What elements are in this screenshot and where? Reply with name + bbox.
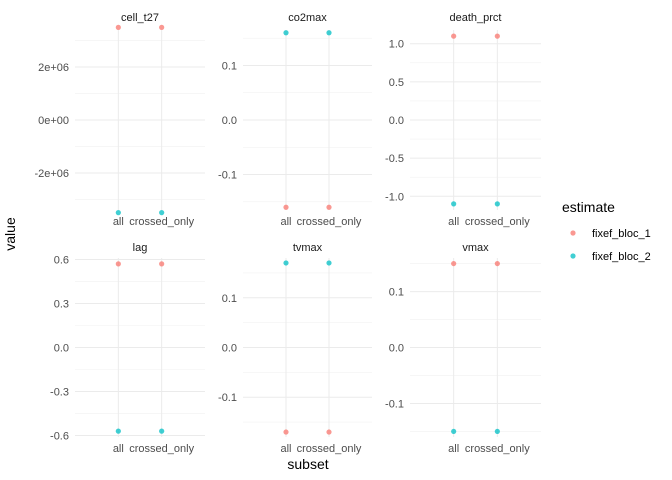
y-tick-label: -1.0 [385, 191, 404, 203]
y-tick-label: 1.0 [389, 39, 404, 51]
y-tick-label: 0.0 [389, 343, 404, 355]
data-point-fixef_bloc_1 [451, 33, 457, 39]
y-tick-label: 0.0 [222, 115, 237, 127]
y-tick-label: -0.1 [218, 170, 237, 182]
data-point-fixef_bloc_1 [326, 204, 332, 210]
data-point-fixef_bloc_2 [159, 210, 165, 216]
y-tick-label: 0.0 [222, 343, 237, 355]
data-point-fixef_bloc_2 [451, 201, 457, 207]
facet-panel-co2max: -0.1 0.0 0.1 all crossed_only co2max [218, 12, 372, 228]
y-tick-label: -0.6 [50, 431, 69, 443]
data-point-fixef_bloc_2 [115, 428, 121, 434]
data-point-fixef_bloc_1 [115, 24, 121, 30]
legend-title: estimate [562, 199, 615, 215]
y-tick-label: 0.6 [54, 254, 69, 266]
y-axis-title: value [2, 217, 18, 251]
data-point-fixef_bloc_2 [326, 260, 332, 266]
legend-items: fixef_bloc_1 fixef_bloc_2 [570, 228, 651, 263]
y-tick-label: -0.3 [50, 387, 69, 399]
data-point-fixef_bloc_1 [115, 261, 121, 267]
x-tick-label: all [280, 443, 291, 455]
data-point-fixef_bloc_2 [494, 201, 500, 207]
x-tick-label: all [448, 443, 459, 455]
y-tick-label: 0.3 [54, 298, 69, 310]
data-point-fixef_bloc_2 [283, 30, 289, 36]
data-point-fixef_bloc_2 [326, 30, 332, 36]
legend-key-fixef_bloc_1 [570, 230, 576, 236]
facet-panel-death_prct: -1.0 -0.5 0.0 0.5 1.0 all crossed_only death_pr… [385, 12, 541, 228]
data-point-fixef_bloc_2 [159, 428, 165, 434]
x-tick-label: crossed_only [465, 443, 530, 455]
facet-title: tvmax [293, 242, 323, 254]
y-tick-label: 2e+06 [38, 62, 69, 74]
y-tick-label: -0.1 [218, 392, 237, 404]
data-point-fixef_bloc_1 [494, 260, 500, 267]
x-tick-label: all [113, 443, 124, 455]
y-tick-label: 0.1 [222, 60, 237, 72]
facet-title: vmax [462, 242, 489, 254]
x-tick-label: crossed_only [129, 443, 194, 455]
y-tick-label: -0.1 [385, 398, 404, 410]
data-point-fixef_bloc_1 [494, 33, 500, 39]
facet-panel-lag: -0.6 -0.3 0.0 0.3 0.6 all crossed_only lag [50, 242, 205, 455]
data-point-fixef_bloc_1 [159, 261, 165, 267]
data-point-fixef_bloc_2 [451, 428, 457, 435]
data-point-fixef_bloc_1 [283, 204, 289, 210]
y-tick-label: -0.5 [385, 153, 404, 165]
y-tick-label: 0.1 [222, 293, 237, 305]
y-tick-label: -2e+06 [34, 168, 69, 180]
y-tick-label: 0.0 [54, 343, 69, 355]
y-tick-label: 0.0 [389, 115, 404, 127]
x-tick-label: all [448, 216, 459, 228]
facet-title: death_prct [450, 12, 502, 24]
facet-title: co2max [288, 12, 327, 24]
facet-title: cell_t27 [121, 12, 159, 24]
legend: estimate fixef_bloc_1 fixef_bloc_2 [562, 199, 651, 263]
x-tick-label: all [280, 216, 291, 228]
x-tick-label: crossed_only [129, 216, 194, 228]
y-tick-label: 0e+00 [38, 115, 69, 127]
data-point-fixef_bloc_1 [283, 429, 289, 435]
x-axis-title: subset [287, 456, 328, 472]
data-point-fixef_bloc_1 [159, 24, 165, 30]
x-tick-label: crossed_only [297, 216, 362, 228]
facet-title: lag [133, 242, 148, 254]
facet-panel-cell_t27: -2e+06 0e+00 2e+06 all crossed_only cell_t27 [34, 12, 205, 228]
data-point-fixef_bloc_2 [283, 260, 289, 266]
facet-panel-tvmax: -0.1 0.0 0.1 all crossed_only tvmax [218, 242, 372, 455]
data-point-fixef_bloc_2 [494, 428, 500, 435]
x-tick-label: crossed_only [297, 443, 362, 455]
x-tick-label: all [113, 216, 124, 228]
x-tick-label: crossed_only [465, 216, 530, 228]
legend-key-fixef_bloc_2 [570, 253, 576, 259]
y-tick-label: 0.1 [389, 287, 404, 299]
data-point-fixef_bloc_2 [115, 210, 121, 216]
y-tick-label: 0.5 [389, 77, 404, 89]
data-point-fixef_bloc_1 [326, 429, 332, 435]
legend-label: fixef_bloc_2 [592, 251, 651, 263]
legend-label: fixef_bloc_1 [592, 228, 651, 240]
facet-panel-vmax: -0.1 0.0 0.1 all crossed_only vmax [385, 242, 541, 455]
data-point-fixef_bloc_1 [451, 260, 457, 267]
